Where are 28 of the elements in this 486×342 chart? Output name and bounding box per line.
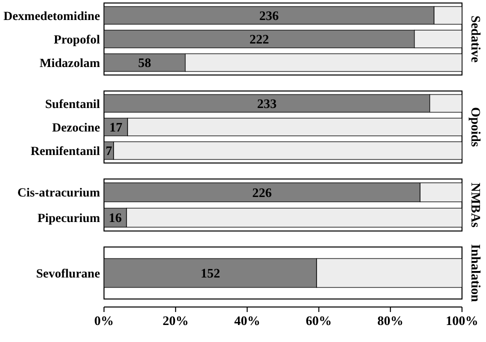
x-tick-label: 40% — [234, 313, 260, 328]
y-tick-label: Propofol — [54, 32, 101, 46]
y-tick-label: Remifentanil — [30, 144, 101, 158]
y-tick-label: Dezocine — [52, 120, 100, 134]
annotation: 226 — [252, 184, 272, 200]
annotation: 152 — [200, 266, 220, 281]
y-tick-label: Cis-atracurium — [17, 186, 101, 200]
annotation: 236 — [259, 8, 280, 23]
x-tick-label: 80% — [377, 313, 404, 328]
y2-axis-title: NMBAs — [468, 182, 484, 228]
annotation: 17 — [109, 120, 123, 135]
annotation: 233 — [257, 96, 278, 111]
y-tick-label: Sevoflurane — [36, 266, 100, 280]
y-tick-label: Dexmedetomidine — [3, 8, 100, 23]
y-tick-label: Sufentanil — [45, 96, 101, 111]
y-tick-label: Midazolam — [40, 56, 101, 70]
x-tick-label: 20% — [162, 313, 189, 328]
y2-axis-title: Opoids — [468, 107, 484, 147]
y2-axis-title: Inhalation — [468, 244, 484, 303]
x-tick-label: 100% — [446, 313, 478, 328]
x-tick-label: 60% — [306, 313, 332, 328]
y-tick-label: Pipecurium — [38, 211, 101, 226]
annotation: 16 — [108, 210, 122, 226]
y2-axis-title: Sedative — [468, 16, 484, 63]
annotation: 58 — [138, 55, 152, 70]
annotation: 7 — [106, 143, 113, 158]
annotation: 222 — [249, 32, 269, 47]
x-tick-label: 0% — [94, 313, 114, 328]
